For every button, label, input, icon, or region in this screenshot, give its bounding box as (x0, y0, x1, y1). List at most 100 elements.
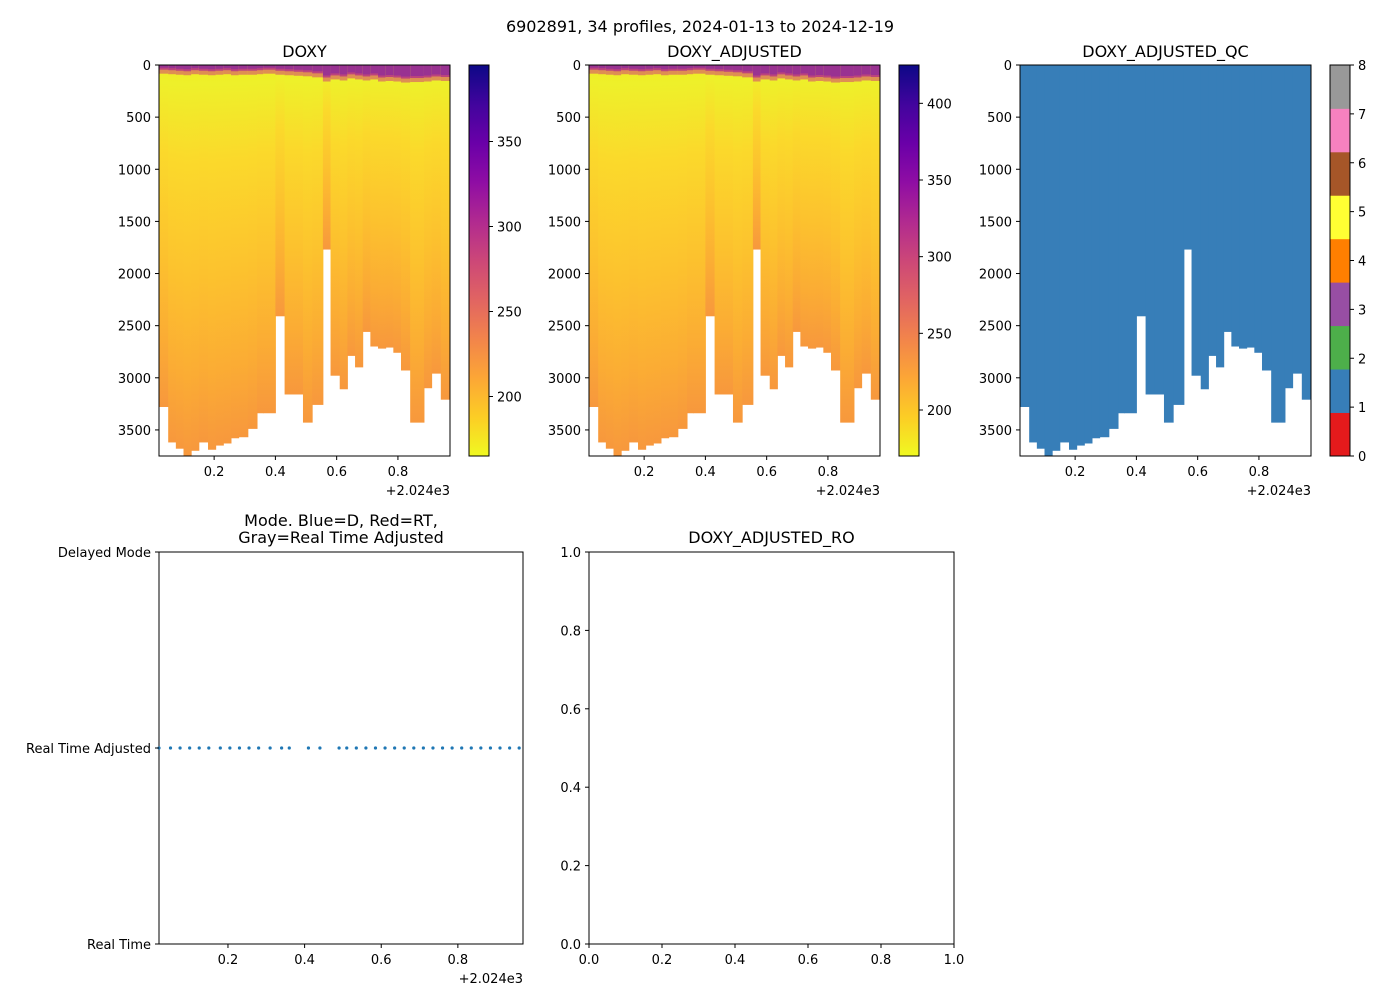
y-tick-label: 500 (987, 111, 1012, 126)
colorbar-frame (898, 64, 920, 457)
colorbar-segment (1330, 282, 1350, 327)
surface-band (598, 65, 607, 71)
mode-point (268, 746, 272, 750)
mode-point (345, 746, 349, 750)
colorbar-tick-label: 0 (1358, 450, 1366, 465)
colorbar-tick-label: 300 (927, 251, 952, 266)
profile-column (362, 65, 371, 332)
x-tick-label: 0.2 (1065, 465, 1086, 480)
surface-transition (385, 74, 394, 81)
profile-column (322, 65, 332, 250)
doxy_adjusted_qc-axes-frame (1019, 64, 1312, 457)
surface-transition (605, 68, 615, 75)
profile-column (431, 65, 442, 374)
profile-column (808, 65, 817, 349)
surface-band (653, 65, 662, 71)
surface-transition (589, 67, 599, 74)
mode-point (197, 746, 201, 750)
y-tick-label: 1000 (118, 163, 151, 178)
surface-transition (263, 67, 276, 74)
ro-title: DOXY_ADJUSTED_RO (688, 528, 854, 548)
surface-transition (621, 68, 630, 75)
profile-column (347, 65, 356, 356)
surface-band (687, 65, 694, 71)
surface-band (605, 65, 615, 71)
surface-band (840, 65, 855, 79)
surface-transition (247, 68, 258, 75)
qc-column (1145, 65, 1156, 395)
surface-transition (645, 68, 654, 75)
colorbar-tick-label: 2 (1358, 352, 1366, 367)
profile-column (191, 65, 200, 451)
colorbar-tick-label: 3 (1358, 303, 1366, 318)
profile-column (742, 65, 754, 405)
profile-column (440, 65, 451, 400)
y-tick-label: 3000 (979, 372, 1012, 387)
surface-transition (191, 68, 200, 75)
x-tick-label: 0.6 (756, 465, 777, 480)
surface-transition (653, 68, 662, 75)
profile-column (257, 65, 264, 414)
x-tick-label: 0.8 (448, 953, 469, 968)
surface-band (393, 65, 402, 78)
surface-band (257, 65, 264, 71)
surface-band (613, 65, 622, 72)
surface-transition (830, 76, 841, 83)
surface-band (769, 65, 778, 77)
surface-transition (638, 69, 647, 76)
y-tick-label: 500 (556, 111, 581, 126)
y-tick-label: 2000 (548, 268, 581, 283)
mode-point (460, 746, 464, 750)
surface-band (378, 65, 387, 78)
qc-column (1029, 65, 1038, 443)
surface-band (355, 65, 364, 76)
surface-transition (870, 74, 881, 81)
surface-band (660, 65, 670, 72)
surface-transition (423, 75, 433, 82)
profile-column (853, 65, 863, 389)
profile-column (823, 65, 832, 353)
mode-point (498, 746, 502, 750)
surface-transition (223, 68, 232, 75)
mode-point (488, 746, 493, 750)
surface-band (198, 65, 209, 71)
surface-band (705, 65, 716, 71)
surface-transition (168, 68, 177, 75)
profile-column (410, 65, 425, 423)
surface-band (732, 65, 743, 73)
doxy_adjusted-axes-frame (588, 64, 881, 457)
qc-column (1261, 65, 1272, 371)
mode-point (228, 746, 232, 750)
profile-column (830, 65, 841, 371)
profile-column (263, 65, 276, 414)
qc-column (1223, 65, 1232, 332)
surface-band (263, 65, 276, 70)
surface-transition (275, 68, 286, 75)
surface-transition (293, 69, 304, 76)
profile-column (275, 65, 286, 317)
profile-column (752, 65, 762, 250)
mode-point (431, 746, 435, 750)
qc-column (1208, 65, 1217, 356)
surface-band (800, 65, 809, 76)
surface-transition (410, 76, 425, 83)
mode-point (318, 746, 322, 750)
x-tick-label: 0.2 (204, 465, 225, 480)
surface-transition (853, 75, 863, 82)
surface-band (191, 65, 200, 71)
y-tick-label: 3500 (118, 424, 151, 439)
mode-point (178, 746, 182, 750)
mode-point (337, 746, 341, 750)
surface-transition (393, 75, 402, 82)
mode-point (373, 746, 378, 750)
surface-band (823, 65, 832, 78)
mode-point (218, 746, 222, 750)
qc-column (1191, 65, 1202, 376)
doxy-axes-frame (158, 64, 451, 457)
profile-column (400, 65, 411, 371)
surface-transition (760, 73, 771, 80)
surface-band (347, 65, 356, 75)
doxy_adjusted_qc-panel: DOXY_ADJUSTED_QC 0.2 0.4 0.6 0.8 +2.024e3 0 500… (979, 42, 1366, 499)
qc-column (1239, 65, 1248, 349)
surface-band (621, 65, 630, 71)
